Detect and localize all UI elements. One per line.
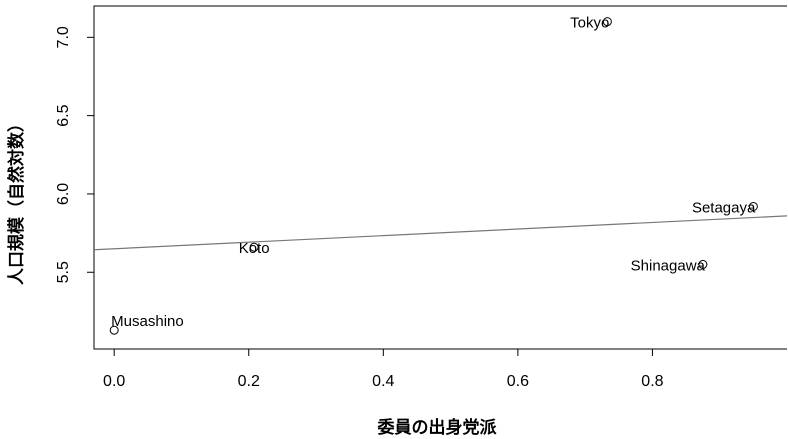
y-tick-label: 7.0 [55,26,72,48]
x-tick-label: 0.0 [103,373,125,390]
data-point [748,201,758,211]
data-points-layer: Tokyo Setagaya Koto Shinagawa Musashino [109,15,758,335]
point-label: Musashino [111,313,184,330]
y-tick-label: 5.5 [55,261,72,283]
regression-line [93,215,788,251]
y-axis: 5.5 6.0 6.5 7.0 [55,26,94,283]
fit-line-layer [93,215,788,251]
x-tick-label: 0.6 [507,373,529,390]
x-tick-label: 0.2 [238,373,260,390]
point-label: Shinagawa [631,257,706,274]
data-point [109,325,119,335]
point-label: Koto [239,240,270,257]
point-label: Tokyo [570,15,609,32]
data-point [698,259,708,269]
point-label: Setagaya [692,199,756,216]
plot-frame [93,5,787,350]
x-tick-label: 0.8 [641,373,663,390]
data-point [249,242,259,252]
y-tick-label: 6.0 [55,183,72,205]
plot-area [93,5,787,350]
x-tick-label: 0.4 [372,373,394,390]
x-axis-title: 委員の出身党派 [377,417,498,438]
data-point [602,17,612,27]
x-axis: 0.0 0.2 0.4 0.6 0.8 [103,349,664,390]
y-axis-title: 人口規模（自然対数） [6,115,27,285]
y-tick-label: 6.5 [55,104,72,126]
